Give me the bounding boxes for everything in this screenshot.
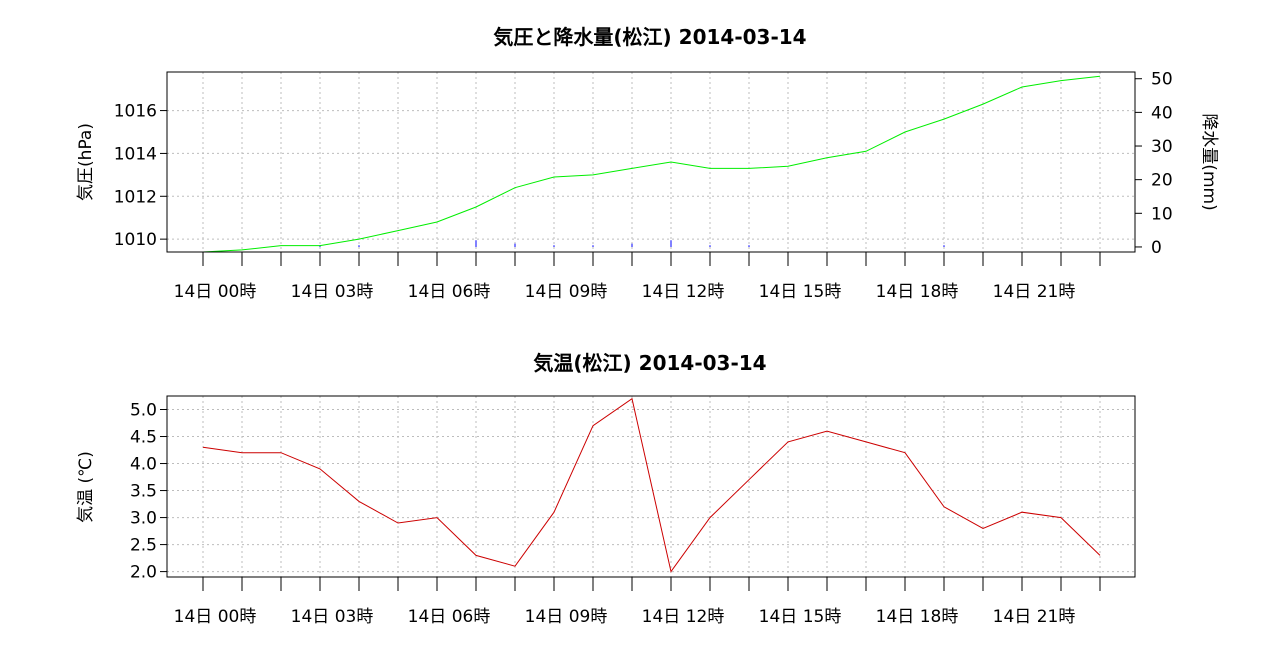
pressure-grid	[167, 72, 1135, 252]
temperature-y-axis-label: 気温 (℃)	[76, 451, 96, 523]
y-tick-label: 3.0	[130, 509, 157, 529]
x-tick-label: 14日 00時	[174, 282, 257, 302]
x-tick-label: 14日 15時	[759, 282, 842, 302]
precip-bars	[319, 240, 945, 247]
pressure-x-axis: 14日 00時 14日 03時 14日 06時 14日 09時 14日 12時 14日 1…	[174, 252, 1101, 302]
temperature-x-axis: 14日 00時 14日 03時 14日 06時 14日 09時 14日 12時 14日 1…	[174, 577, 1101, 627]
pressure-y-axis-label: 気圧(hPa)	[76, 123, 96, 201]
temperature-grid	[167, 396, 1135, 577]
y2-tick-label: 50	[1151, 70, 1173, 90]
y-tick-label: 1012	[114, 187, 157, 207]
y2-tick-label: 10	[1151, 204, 1173, 224]
y-tick-label: 2.5	[130, 536, 157, 556]
temperature-plot-frame	[166, 395, 1136, 578]
pressure-precip-panel: 気圧と降水量(松江) 2014-03-14 14日 00時 14日 03時 14日 …	[76, 25, 1219, 302]
x-tick-label: 14日 21時	[993, 282, 1076, 302]
y2-tick-label: 30	[1151, 137, 1173, 157]
temperature-y-axis: 2.0 2.5 3.0 3.5 4.0 4.5 5.0	[130, 401, 167, 583]
temperature-chart-title: 気温(松江) 2014-03-14	[533, 351, 766, 375]
y-tick-label: 3.5	[130, 482, 157, 502]
y-tick-label: 5.0	[130, 401, 157, 421]
x-tick-label: 14日 15時	[759, 607, 842, 627]
pressure-line	[202, 75, 1101, 253]
pressure-chart-title: 気圧と降水量(松江) 2014-03-14	[493, 25, 806, 49]
x-tick-label: 14日 09時	[525, 607, 608, 627]
pressure-plot-frame	[166, 71, 1136, 253]
y-tick-label: 4.0	[130, 455, 157, 475]
x-tick-label: 14日 12時	[642, 607, 725, 627]
x-tick-label: 14日 00時	[174, 607, 257, 627]
precip-y-axis: 0 10 20 30 40 50	[1135, 70, 1173, 258]
x-tick-label: 14日 18時	[876, 282, 959, 302]
y2-tick-label: 0	[1151, 238, 1162, 258]
y2-tick-label: 20	[1151, 171, 1173, 191]
pressure-y-axis: 1010 1012 1014 1016	[114, 102, 167, 250]
y-tick-label: 1010	[114, 230, 157, 250]
x-tick-label: 14日 12時	[642, 282, 725, 302]
y-tick-label: 4.5	[130, 428, 157, 448]
x-tick-label: 14日 09時	[525, 282, 608, 302]
precip-y-axis-label: 降水量(mm)	[1199, 113, 1219, 210]
temperature-panel: 気温(松江) 2014-03-14 14日 00時 14日 03時 14日 06時 1…	[76, 351, 1136, 627]
x-tick-label: 14日 18時	[876, 607, 959, 627]
x-tick-label: 14日 03時	[291, 282, 374, 302]
y-tick-label: 1016	[114, 102, 157, 122]
y-tick-label: 1014	[114, 144, 157, 164]
x-tick-label: 14日 21時	[993, 607, 1076, 627]
x-tick-label: 14日 03時	[291, 607, 374, 627]
temperature-line	[202, 397, 1101, 573]
y-tick-label: 2.0	[130, 563, 157, 583]
x-tick-label: 14日 06時	[408, 282, 491, 302]
y2-tick-label: 40	[1151, 103, 1173, 123]
x-tick-label: 14日 06時	[408, 607, 491, 627]
